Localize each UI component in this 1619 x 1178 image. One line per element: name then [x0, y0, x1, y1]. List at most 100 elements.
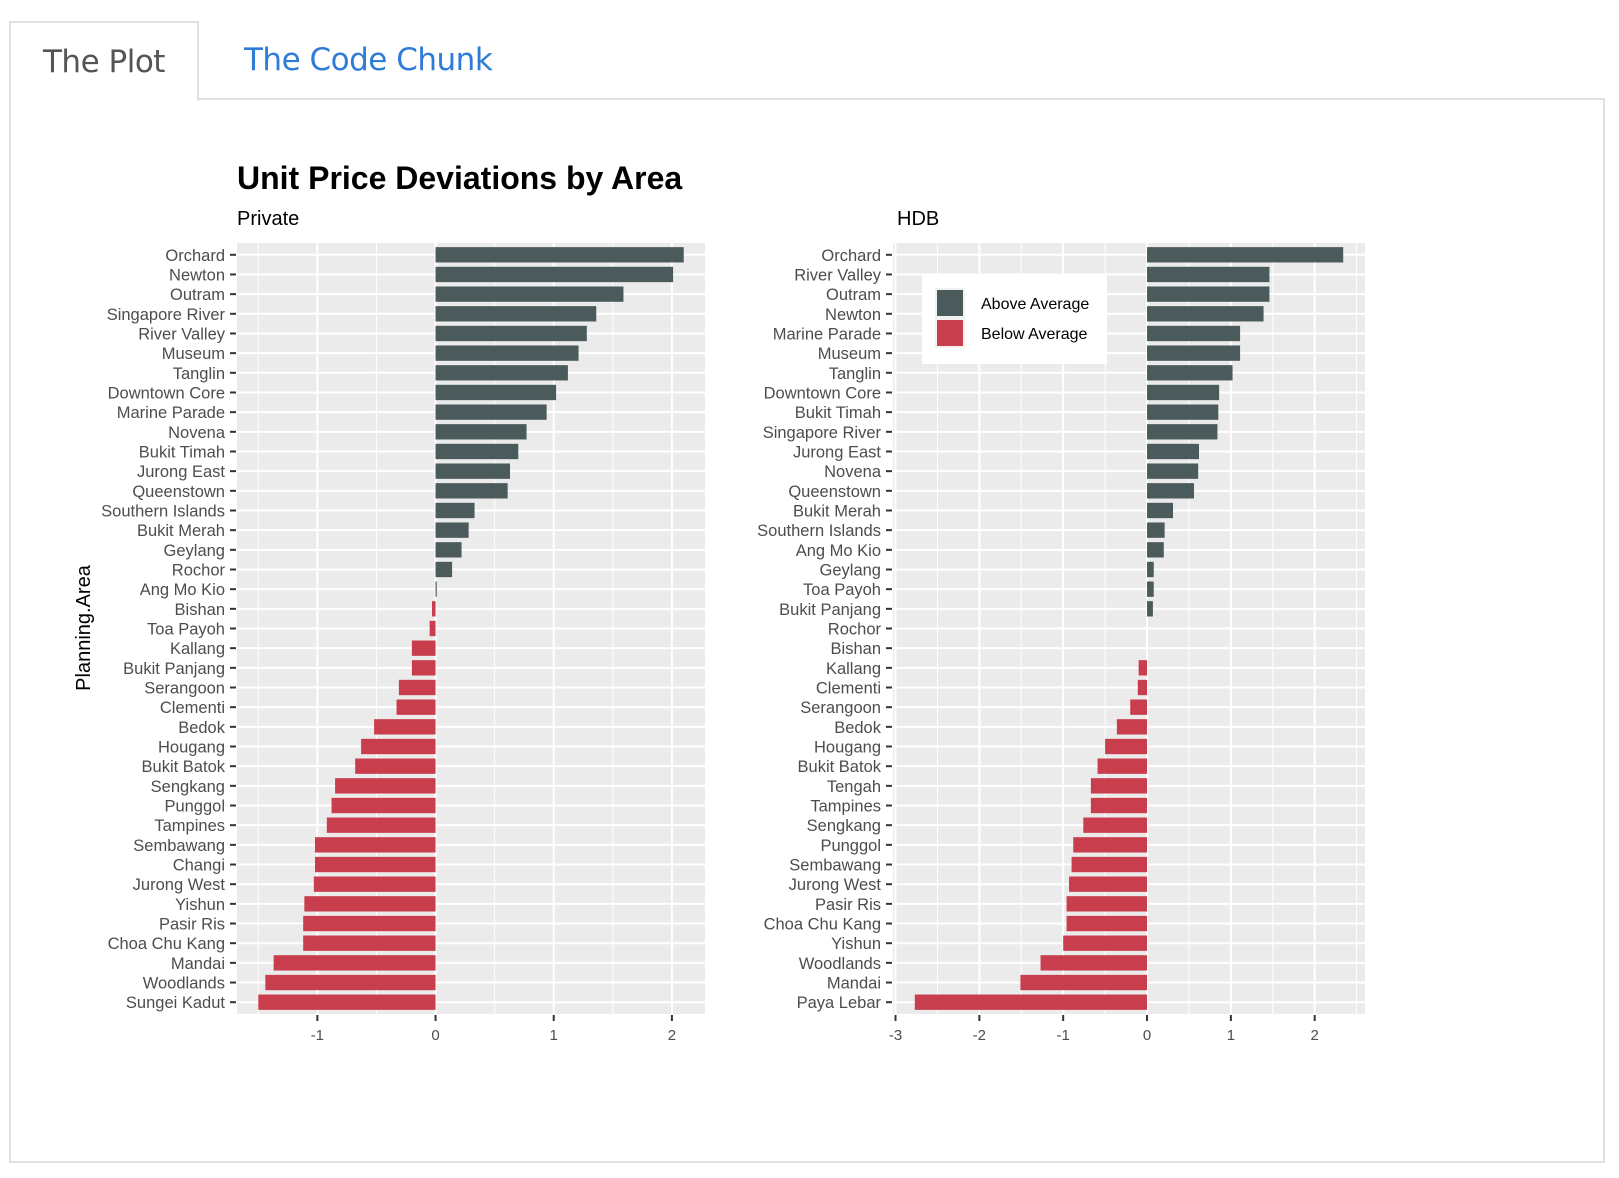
- bar-punggol: [1073, 837, 1148, 853]
- y-tick-label: Bukit Batok: [798, 758, 882, 776]
- bar-queenstown: [1147, 483, 1194, 499]
- bar-river-valley: [435, 325, 587, 342]
- x-tick-label: 0: [1143, 1027, 1151, 1044]
- bar-novena: [435, 424, 527, 440]
- bar-sengkang: [335, 778, 436, 794]
- y-tick-label: Newton: [169, 266, 225, 284]
- y-tick-label: Yishun: [175, 896, 225, 914]
- bar-tampines: [1090, 797, 1148, 814]
- y-tick-label: Clementi: [816, 680, 881, 698]
- y-tick-label: Bishan: [175, 601, 225, 619]
- bar-sengkang: [1083, 817, 1148, 833]
- bar-choa-chu-kang: [1066, 915, 1148, 932]
- y-tick-label: Sengkang: [807, 817, 881, 835]
- bar-yishun: [304, 896, 436, 912]
- y-tick-label: Queenstown: [132, 483, 225, 501]
- y-tick-label: Ang Mo Kio: [796, 542, 881, 560]
- y-tick-label: Rochor: [828, 621, 882, 639]
- y-tick-label: Bukit Panjang: [123, 660, 225, 678]
- y-tick-label: Pasir Ris: [815, 896, 881, 914]
- bar-bukit-timah: [435, 443, 519, 460]
- bar-newton: [435, 266, 674, 283]
- bar-geylang: [1147, 561, 1154, 578]
- y-tick-label: Punggol: [820, 837, 881, 855]
- y-tick-label: Ang Mo Kio: [140, 581, 225, 599]
- y-tick-label: Bedok: [834, 719, 882, 737]
- bar-mandai: [1020, 974, 1148, 991]
- x-tick-label: -1: [311, 1027, 324, 1044]
- y-axis-label: Planning.Area: [73, 564, 95, 691]
- y-tick-label: Outram: [170, 286, 225, 304]
- y-tick-label: Tanglin: [173, 365, 225, 383]
- y-tick-label: Geylang: [820, 561, 881, 579]
- bar-kallang: [411, 640, 436, 656]
- x-tick-label: 2: [1311, 1027, 1319, 1044]
- y-tick-label: Bedok: [178, 719, 226, 737]
- bar-sungei-kadut: [258, 994, 436, 1010]
- legend-label: Below Average: [981, 326, 1088, 343]
- bar-jurong-west: [313, 876, 436, 892]
- bar-jurong-east: [435, 463, 510, 479]
- y-tick-label: Bishan: [831, 640, 881, 658]
- bar-clementi: [1137, 679, 1148, 696]
- y-tick-label: Jurong West: [133, 876, 226, 894]
- bar-bukit-panjang: [411, 660, 436, 676]
- tab-the-code-chunk[interactable]: The Code Chunk: [244, 42, 493, 78]
- y-tick-label: Choa Chu Kang: [764, 916, 881, 934]
- y-tick-label: Kallang: [826, 660, 881, 678]
- y-tick-label: Bukit Batok: [142, 758, 226, 776]
- bar-novena: [1147, 463, 1199, 479]
- bar-clementi: [396, 699, 436, 715]
- legend-swatch-above-average: [937, 290, 963, 316]
- bar-bukit-batok: [1097, 758, 1148, 774]
- bar-woodlands: [265, 974, 436, 991]
- y-tick-label: Marine Parade: [117, 404, 225, 422]
- bar-downtown-core: [435, 384, 557, 401]
- tab-the-plot[interactable]: The Plot: [9, 21, 199, 101]
- bar-serangoon: [398, 679, 436, 696]
- bar-southern-islands: [1147, 522, 1165, 538]
- y-tick-label: Rochor: [172, 561, 226, 579]
- y-tick-label: Queenstown: [788, 483, 881, 501]
- y-tick-label: Toa Payoh: [803, 581, 881, 599]
- bar-woodlands: [1040, 955, 1148, 971]
- y-tick-label: Yishun: [831, 935, 881, 953]
- y-tick-label: Downtown Core: [764, 384, 881, 402]
- y-tick-label: Tampines: [810, 798, 881, 816]
- x-tick-label: -2: [973, 1027, 986, 1044]
- bar-sembawang: [1071, 856, 1148, 873]
- y-tick-label: Orchard: [165, 247, 225, 265]
- y-tick-label: Tampines: [154, 817, 225, 835]
- y-tick-label: Punggol: [164, 798, 225, 816]
- bar-river-valley: [1147, 266, 1270, 283]
- bar-newton: [1147, 306, 1264, 322]
- bar-outram: [1147, 286, 1270, 302]
- y-tick-label: Serangoon: [800, 699, 881, 717]
- bar-bedok: [374, 719, 436, 735]
- bar-pasir-ris: [303, 915, 436, 932]
- y-tick-label: Hougang: [814, 739, 881, 757]
- bar-queenstown: [435, 483, 508, 499]
- bar-bedok: [1116, 719, 1148, 735]
- y-tick-label: Bukit Merah: [137, 522, 225, 540]
- tab-bar: The Plot The Code Chunk: [9, 21, 1605, 101]
- bar-tengah: [1090, 778, 1148, 794]
- bar-downtown-core: [1147, 384, 1220, 401]
- bar-tanglin: [1147, 365, 1233, 381]
- bar-tampines: [326, 817, 436, 833]
- y-tick-label: Marine Parade: [773, 325, 881, 343]
- y-tick-label: Southern Islands: [101, 502, 225, 520]
- bar-bukit-panjang: [1147, 601, 1153, 617]
- y-tick-label: Woodlands: [143, 975, 225, 993]
- bar-bukit-merah: [1147, 502, 1174, 519]
- x-tick-label: -3: [889, 1027, 902, 1044]
- bar-paya-lebar: [914, 994, 1148, 1010]
- y-tick-label: Sembawang: [133, 837, 225, 855]
- y-tick-label: Hougang: [158, 739, 225, 757]
- tab-content-panel: [9, 98, 1605, 1163]
- y-tick-label: River Valley: [138, 325, 226, 343]
- y-tick-label: Museum: [162, 345, 225, 363]
- legend-swatch-below-average: [937, 320, 963, 346]
